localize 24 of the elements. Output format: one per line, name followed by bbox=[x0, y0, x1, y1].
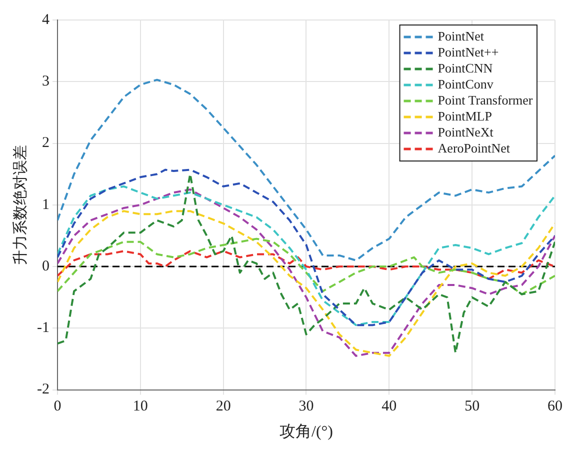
y-tick-label: 0 bbox=[42, 258, 50, 274]
y-tick-label: -1 bbox=[36, 320, 50, 336]
y-tick-label: -2 bbox=[36, 382, 50, 398]
x-tick-label: 30 bbox=[298, 398, 314, 415]
legend-label: PointNet bbox=[438, 28, 484, 44]
legend-label: PointNet++ bbox=[438, 44, 499, 60]
y-tick-label: 3 bbox=[42, 74, 50, 90]
x-tick-label: 10 bbox=[132, 398, 148, 415]
x-tick-label: 20 bbox=[216, 398, 231, 415]
x-tick-label: 60 bbox=[548, 398, 562, 415]
x-tick-label: 0 bbox=[54, 398, 62, 415]
legend-label: AeroPointNet bbox=[438, 140, 510, 156]
legend-label: PointCNN bbox=[438, 60, 494, 76]
x-tick-label: 50 bbox=[464, 398, 480, 415]
legend-label: PointMLP bbox=[438, 108, 492, 124]
y-tick-label: 2 bbox=[42, 135, 50, 152]
y-tick-label: 4 bbox=[42, 12, 50, 28]
x-tick-label: 40 bbox=[382, 398, 397, 415]
x-axis-title: 攻角/(°) bbox=[280, 424, 333, 441]
legend-label: PointNeXt bbox=[438, 124, 494, 140]
legend-label: Point Transformer bbox=[438, 92, 534, 108]
y-tick-label: 1 bbox=[42, 196, 50, 213]
y-axis-title: 升力系数绝对误差 bbox=[10, 144, 29, 265]
legend-label: PointConv bbox=[438, 76, 494, 92]
